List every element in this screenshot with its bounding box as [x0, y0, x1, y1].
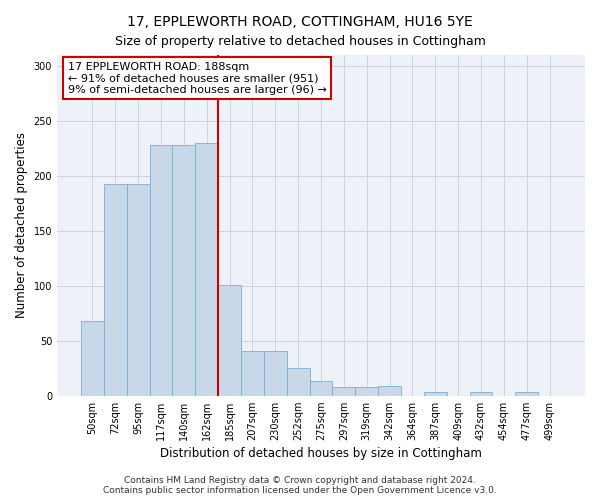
Text: Contains HM Land Registry data © Crown copyright and database right 2024.
Contai: Contains HM Land Registry data © Crown c… [103, 476, 497, 495]
Bar [332, 387, 355, 396]
Bar [127, 184, 149, 396]
Bar [424, 392, 447, 396]
Bar [515, 392, 538, 396]
Text: 17, EPPLEWORTH ROAD, COTTINGHAM, HU16 5YE: 17, EPPLEWORTH ROAD, COTTINGHAM, HU16 5Y… [127, 15, 473, 29]
Bar [172, 145, 196, 396]
Bar [355, 387, 378, 396]
Bar [81, 321, 104, 396]
Y-axis label: Number of detached properties: Number of detached properties [15, 132, 28, 318]
Bar [310, 382, 332, 396]
Bar [104, 184, 127, 396]
Bar [287, 368, 310, 396]
Bar [264, 350, 287, 396]
X-axis label: Distribution of detached houses by size in Cottingham: Distribution of detached houses by size … [160, 447, 482, 460]
Bar [241, 350, 264, 396]
Bar [378, 386, 401, 396]
Bar [149, 145, 172, 396]
Bar [196, 143, 218, 396]
Bar [218, 284, 241, 396]
Text: Size of property relative to detached houses in Cottingham: Size of property relative to detached ho… [115, 35, 485, 48]
Text: 17 EPPLEWORTH ROAD: 188sqm
← 91% of detached houses are smaller (951)
9% of semi: 17 EPPLEWORTH ROAD: 188sqm ← 91% of deta… [68, 62, 326, 95]
Bar [470, 392, 493, 396]
